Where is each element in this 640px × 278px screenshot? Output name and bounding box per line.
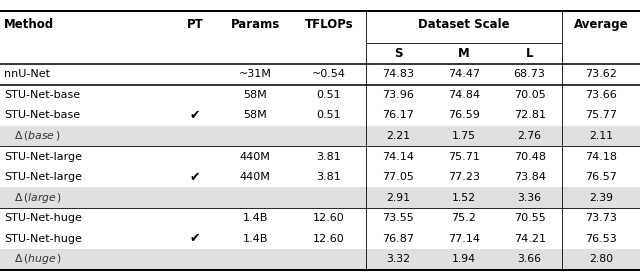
Text: 440M: 440M: [240, 152, 271, 162]
Text: S: S: [394, 47, 403, 60]
Text: Params: Params: [230, 18, 280, 31]
Text: 72.81: 72.81: [513, 110, 545, 120]
Text: 73.96: 73.96: [383, 90, 414, 100]
Text: 75.71: 75.71: [448, 152, 480, 162]
Text: 1.75: 1.75: [452, 131, 476, 141]
Text: 77.14: 77.14: [448, 234, 480, 244]
Text: TFLOPs: TFLOPs: [305, 18, 353, 31]
Text: 3.81: 3.81: [316, 152, 341, 162]
Text: 3.66: 3.66: [518, 254, 541, 264]
Text: PT: PT: [187, 18, 204, 31]
Text: 74.18: 74.18: [585, 152, 617, 162]
Text: 58M: 58M: [243, 110, 267, 120]
Text: 75.2: 75.2: [452, 213, 476, 223]
Text: 73.66: 73.66: [586, 90, 617, 100]
Text: STU-Net-large: STU-Net-large: [4, 172, 82, 182]
Text: 0.51: 0.51: [317, 90, 341, 100]
Text: STU-Net-base: STU-Net-base: [4, 110, 80, 120]
Text: ✔: ✔: [190, 171, 200, 183]
Text: 1.52: 1.52: [452, 193, 476, 203]
Text: STU-Net-huge: STU-Net-huge: [4, 234, 82, 244]
Text: 76.59: 76.59: [448, 110, 480, 120]
Text: ✔: ✔: [190, 109, 200, 122]
Text: 1.94: 1.94: [452, 254, 476, 264]
Text: 2.76: 2.76: [518, 131, 541, 141]
Text: Average: Average: [574, 18, 628, 31]
Text: 1.4B: 1.4B: [243, 213, 268, 223]
Text: 440M: 440M: [240, 172, 271, 182]
Text: 70.55: 70.55: [514, 213, 545, 223]
Text: 2.80: 2.80: [589, 254, 613, 264]
Text: STU-Net-base: STU-Net-base: [4, 90, 80, 100]
Text: 2.11: 2.11: [589, 131, 613, 141]
Text: 77.23: 77.23: [448, 172, 480, 182]
Text: 70.05: 70.05: [514, 90, 545, 100]
Text: M: M: [458, 47, 470, 60]
Text: nnU-Net: nnU-Net: [4, 69, 50, 79]
Text: ~31M: ~31M: [239, 69, 271, 79]
Text: 76.17: 76.17: [383, 110, 414, 120]
Text: 74.14: 74.14: [383, 152, 415, 162]
Text: 73.62: 73.62: [585, 69, 617, 79]
Text: 2.91: 2.91: [387, 193, 410, 203]
Text: 58M: 58M: [243, 90, 267, 100]
Text: 0.51: 0.51: [317, 110, 341, 120]
Text: 3.32: 3.32: [387, 254, 410, 264]
Text: 74.47: 74.47: [448, 69, 480, 79]
Text: 12.60: 12.60: [313, 213, 345, 223]
Text: 74.21: 74.21: [513, 234, 545, 244]
Text: Method: Method: [4, 18, 54, 31]
Text: ✔: ✔: [190, 232, 200, 245]
Text: 73.73: 73.73: [585, 213, 617, 223]
Text: 76.53: 76.53: [586, 234, 617, 244]
Text: 76.87: 76.87: [383, 234, 415, 244]
Text: 73.84: 73.84: [513, 172, 545, 182]
Text: 70.48: 70.48: [513, 152, 545, 162]
Text: 77.05: 77.05: [383, 172, 414, 182]
Text: 68.73: 68.73: [514, 69, 545, 79]
Text: 76.57: 76.57: [585, 172, 617, 182]
Text: 75.77: 75.77: [585, 110, 617, 120]
Text: $\Delta$$\mathit{\,(base\,)}$: $\Delta$$\mathit{\,(base\,)}$: [14, 130, 61, 142]
Text: 74.83: 74.83: [383, 69, 415, 79]
Text: 3.36: 3.36: [518, 193, 541, 203]
Text: Dataset Scale: Dataset Scale: [418, 18, 510, 31]
Text: STU-Net-huge: STU-Net-huge: [4, 213, 82, 223]
Text: $\Delta$$\mathit{\,(large\,)}$: $\Delta$$\mathit{\,(large\,)}$: [14, 191, 63, 205]
Text: 1.4B: 1.4B: [243, 234, 268, 244]
Text: $\Delta$$\mathit{\,(huge\,)}$: $\Delta$$\mathit{\,(huge\,)}$: [14, 252, 62, 266]
Text: 73.55: 73.55: [383, 213, 414, 223]
Bar: [0, 249, 640, 270]
Text: 3.81: 3.81: [316, 172, 341, 182]
Text: 12.60: 12.60: [313, 234, 345, 244]
Text: 2.39: 2.39: [589, 193, 613, 203]
Text: 2.21: 2.21: [387, 131, 410, 141]
Text: STU-Net-large: STU-Net-large: [4, 152, 82, 162]
Bar: [0, 187, 640, 208]
Text: 74.84: 74.84: [448, 90, 480, 100]
Text: ~0.54: ~0.54: [312, 69, 346, 79]
Bar: [0, 126, 640, 146]
Text: L: L: [526, 47, 533, 60]
